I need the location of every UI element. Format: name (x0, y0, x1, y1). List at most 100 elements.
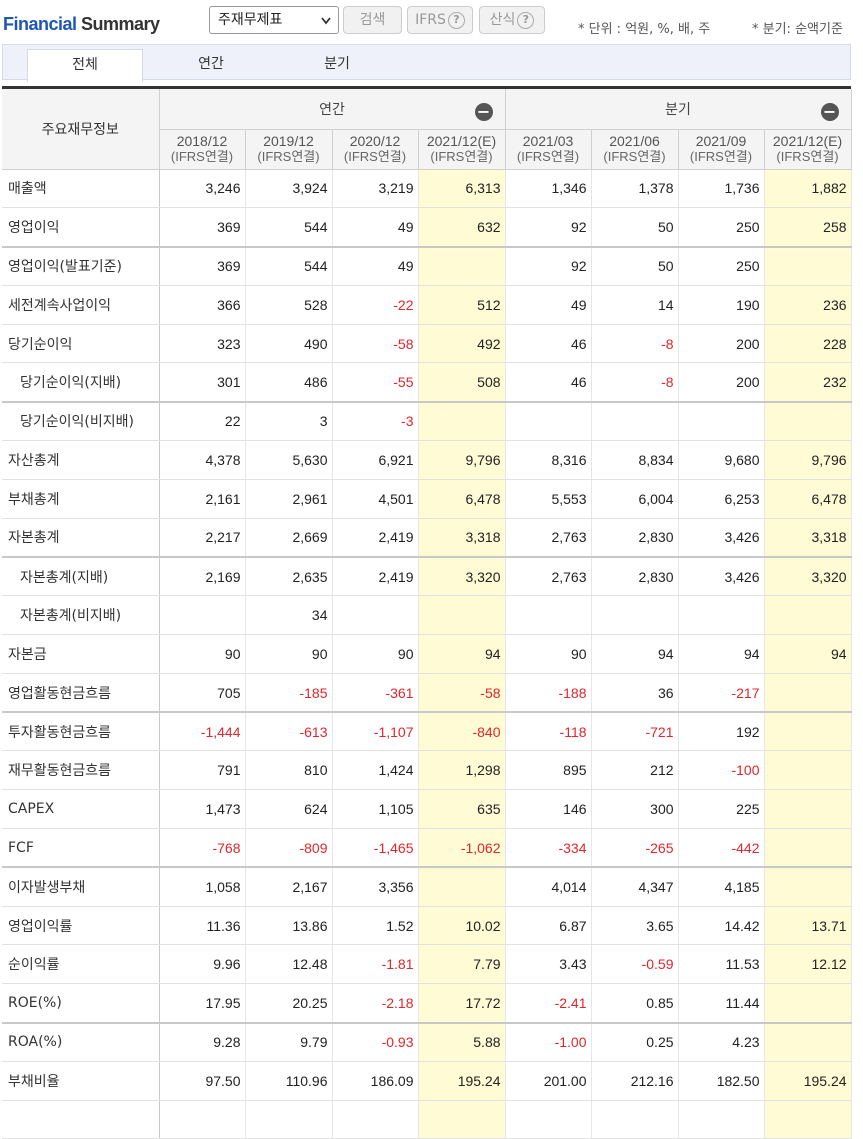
table-row: ROE(%) 17.95 20.25 -2.18 17.72 -2.41 0.85 11.44 (2, 983, 852, 1024)
table-cell: -22 (332, 285, 419, 325)
table-cell: 4,185 (678, 867, 765, 907)
table-cell: 2,763 (505, 518, 592, 558)
row-label: ROA(%) (2, 1022, 160, 1062)
table-cell: 369 (159, 207, 246, 248)
table-row: 영업활동현금흐름 705 -185 -361 -58 -188 36 -217 (2, 673, 852, 714)
table-cell: 94 (591, 634, 679, 674)
table-row: 부채총계 2,161 2,961 4,501 6,478 5,553 6,004 6,253 6… (2, 479, 852, 519)
formula-help-button[interactable]: 산식? (479, 6, 545, 34)
table-cell: 9.96 (159, 944, 246, 985)
row-label: 매출액 (2, 169, 160, 209)
table-cell: 2,830 (591, 518, 679, 558)
table-cell: -361 (332, 673, 419, 714)
quarter-group-label: 분기 (665, 102, 691, 118)
table-cell: -1,465 (332, 828, 419, 869)
table-cell: 13.71 (764, 906, 852, 946)
table-cell: 232 (764, 362, 852, 403)
table-cell: 705 (159, 673, 246, 714)
ifrs-help-button[interactable]: IFRS? (407, 6, 473, 34)
table-cell (159, 595, 246, 636)
ifrs-label: IFRS (415, 12, 446, 28)
table-cell (764, 789, 852, 830)
table-cell: 182.50 (678, 1061, 765, 1101)
table-cell: 90 (332, 634, 419, 674)
statement-type-value: 주재무제표 (218, 12, 283, 28)
table-cell: 250 (678, 246, 765, 286)
table-cell (332, 595, 419, 636)
table-cell: 1,105 (332, 789, 419, 830)
row-label: CAPEX (2, 789, 160, 830)
table-cell (764, 246, 852, 286)
table-cell: 7.79 (418, 944, 506, 985)
period-date: 2018/12 (176, 133, 228, 149)
table-cell: 1,346 (505, 169, 592, 209)
table-cell: 1,736 (678, 169, 765, 209)
table-cell: 190 (678, 285, 765, 325)
tab-quarterly[interactable]: 분기 (324, 56, 350, 72)
period-date: 2021/12(E) (772, 133, 843, 149)
table-cell: -840 (418, 712, 506, 752)
table-cell: -2.18 (332, 983, 419, 1024)
table-cell: 3,924 (245, 169, 333, 209)
financial-summary-table: 주요재무정보 연간 − 분기 − 2018/12 (IFRS연결) 2019/12(… (2, 86, 852, 1139)
table-cell: -809 (245, 828, 333, 869)
table-cell: -613 (245, 712, 333, 752)
table-cell: 92 (505, 246, 592, 286)
table-cell: 3,246 (159, 169, 246, 209)
table-cell: 228 (764, 324, 852, 364)
row-label: 자본금 (2, 634, 160, 674)
table-cell: -118 (505, 712, 592, 752)
table-cell: -0.93 (332, 1022, 419, 1062)
table-cell: 9,796 (418, 440, 506, 480)
tab-annual[interactable]: 연간 (198, 56, 224, 72)
table-cell (764, 1022, 852, 1062)
table-cell: 2,161 (159, 479, 246, 519)
table-cell: 9,796 (764, 440, 852, 480)
table-cell (764, 595, 852, 636)
table-row: 영업이익(발표기준) 369 544 49 92 50 250 (2, 246, 852, 286)
row-label: 투자활동현금흐름 (2, 712, 160, 752)
tab-all[interactable]: 전체 (27, 49, 143, 82)
row-label (2, 1100, 160, 1139)
table-cell: 3,219 (332, 169, 419, 209)
table-cell (678, 1100, 765, 1139)
collapse-quarter-icon[interactable]: − (820, 103, 839, 121)
table-cell: 212 (591, 750, 679, 791)
table-cell: 90 (159, 634, 246, 674)
period-standard: (IFRS연결) (776, 149, 839, 164)
table-cell: 2,169 (159, 556, 246, 597)
table-cell: 0.25 (591, 1022, 679, 1062)
table-cell: 3.43 (505, 944, 592, 985)
table-cell: -721 (591, 712, 679, 752)
table-cell: 490 (245, 324, 333, 364)
table-cell: 1,882 (764, 169, 852, 209)
table-cell: 46 (505, 324, 592, 364)
collapse-annual-icon[interactable]: − (474, 103, 493, 121)
period-header: 2018/12 (IFRS연결) (159, 129, 246, 170)
table-cell: 544 (245, 246, 333, 286)
table-cell: 186.09 (332, 1061, 419, 1101)
table-row: 재무활동현금흐름 791 810 1,424 1,298 895 212 -100 (2, 750, 852, 791)
table-cell: 17.95 (159, 983, 246, 1024)
table-cell (418, 401, 506, 442)
table-cell: -8 (591, 362, 679, 403)
table-cell (245, 1100, 333, 1139)
statement-type-select[interactable]: 주재무제표 (209, 6, 339, 34)
row-label: 당기순이익 (2, 324, 160, 364)
search-button[interactable]: 검색 (343, 6, 402, 34)
table-cell: 8,834 (591, 440, 679, 480)
table-row: 자본금 90 90 90 94 90 94 94 94 (2, 634, 852, 674)
table-cell: 4.23 (678, 1022, 765, 1062)
table-cell: -442 (678, 828, 765, 869)
table-cell: 46 (505, 362, 592, 403)
table-cell: 2,763 (505, 556, 592, 597)
table-cell: 508 (418, 362, 506, 403)
period-header-row: 2018/12 (IFRS연결) 2019/12 (IFRS연결) 2020/12 (IF… (2, 129, 852, 170)
table-cell (418, 246, 506, 286)
table-row: 세전계속사업이익 366 528 -22 512 49 14 190 236 (2, 285, 852, 325)
table-cell: -265 (591, 828, 679, 869)
table-cell: 49 (332, 207, 419, 248)
table-cell: 94 (678, 634, 765, 674)
table-cell: 2,635 (245, 556, 333, 597)
table-cell: 486 (245, 362, 333, 403)
